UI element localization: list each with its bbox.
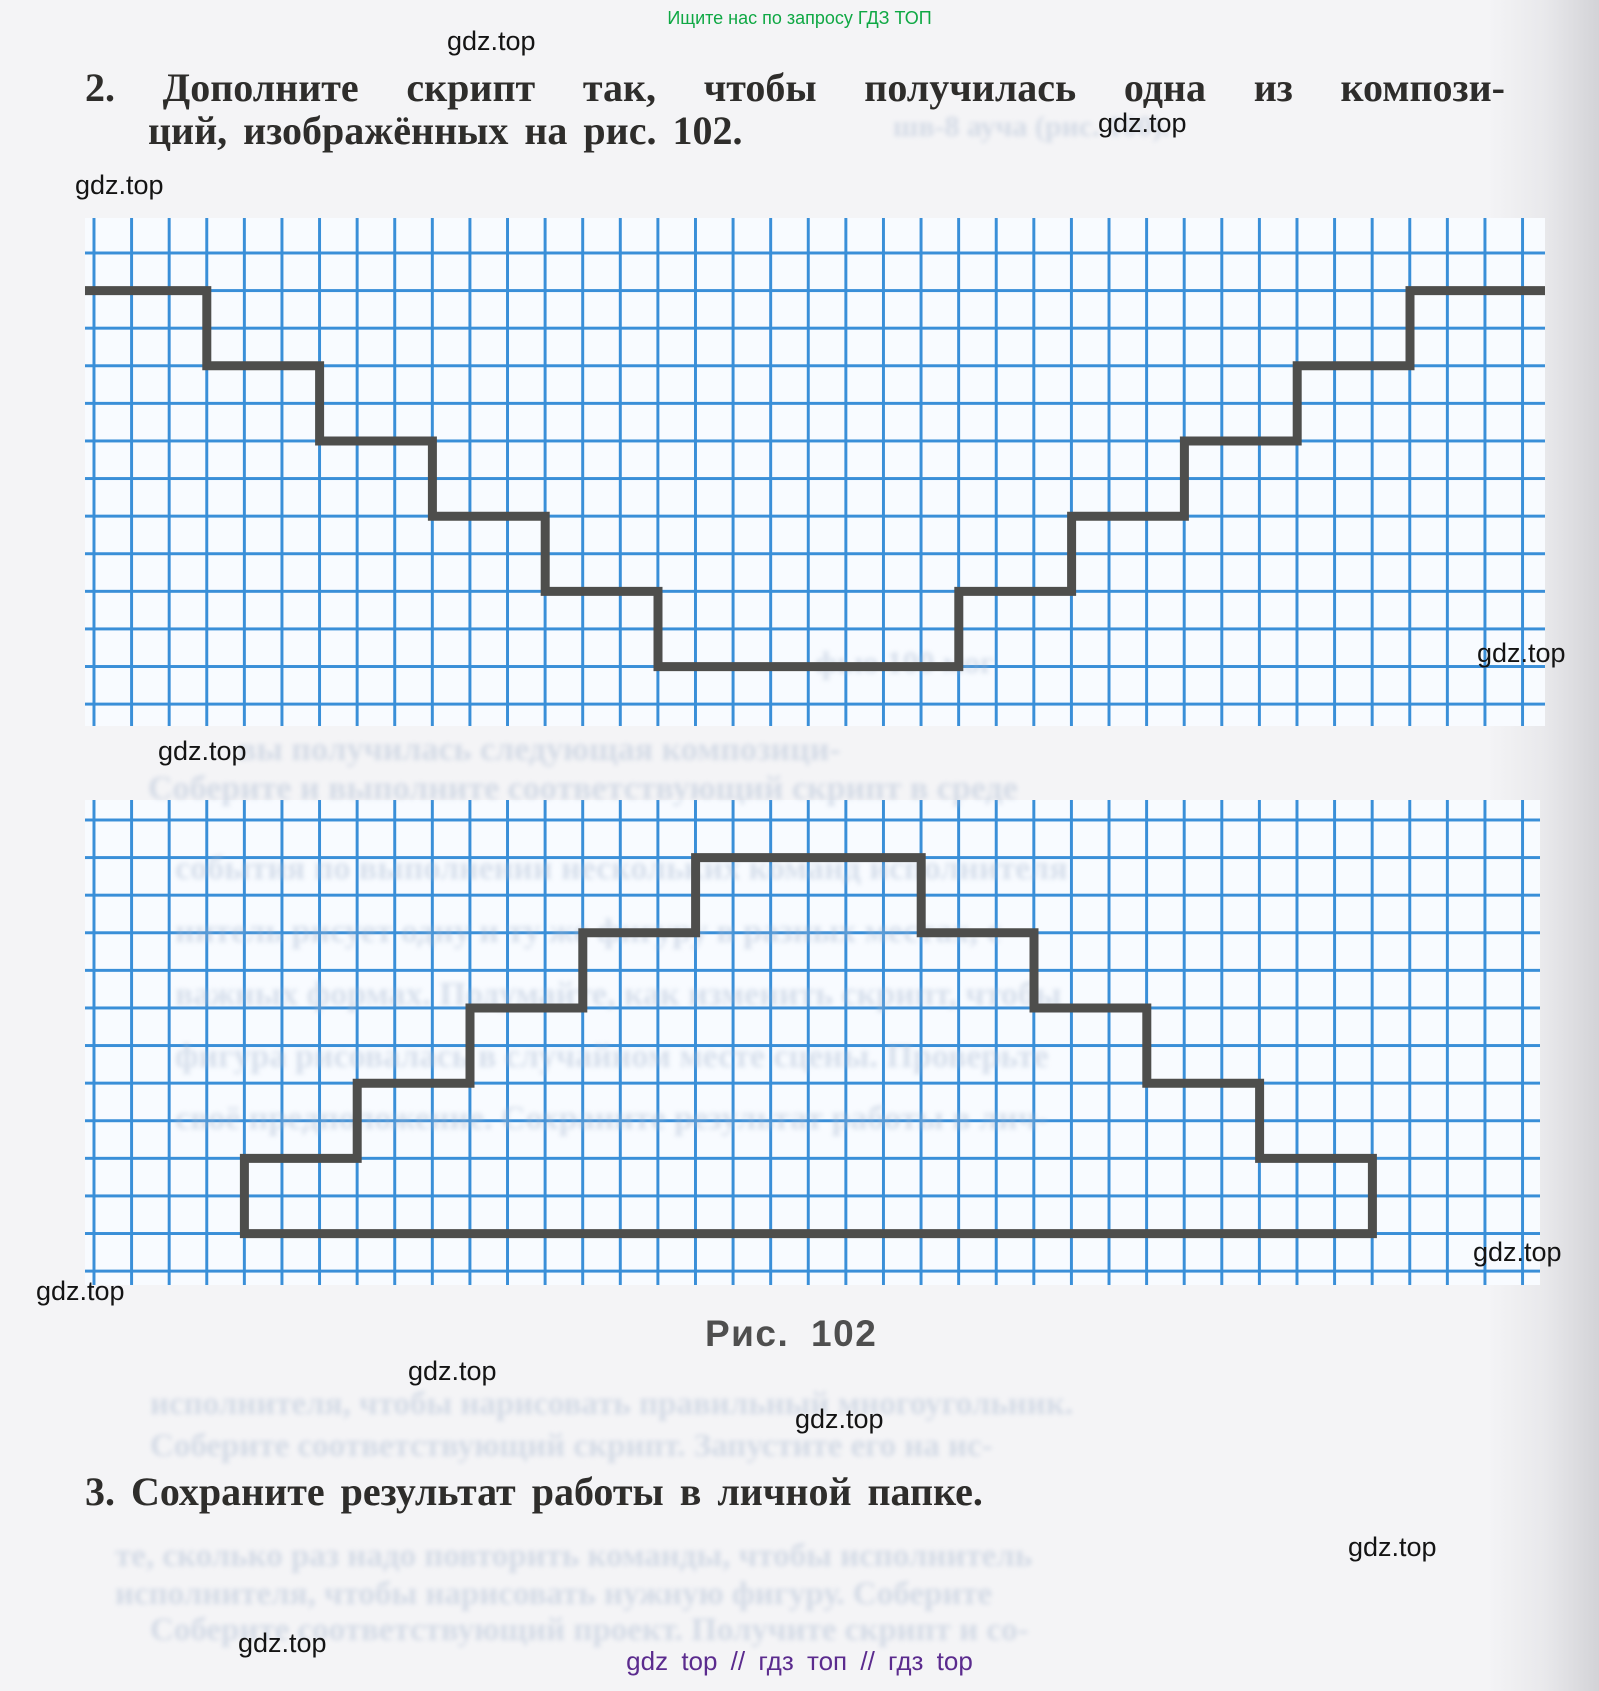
gdz-watermark: gdz.top bbox=[1348, 1532, 1437, 1562]
ghost-text-line: исполнителя, чтобы нарисовать нужную фиг… bbox=[115, 1576, 993, 1612]
gdz-watermark: gdz.top bbox=[1098, 108, 1187, 138]
footer-links-text: gdz top // гдз топ // гдз top bbox=[626, 1646, 973, 1676]
ghost-text-line: вы получилась следующая композици- bbox=[238, 731, 841, 768]
gdz-watermark: gdz.top bbox=[36, 1276, 125, 1306]
ghost-text-line: Соберите соответствующий скрипт. Запусти… bbox=[150, 1428, 993, 1464]
gdz-watermark: gdz.top bbox=[75, 170, 164, 200]
staircase-path bbox=[85, 286, 1545, 672]
graph-paper-bottom bbox=[85, 800, 1540, 1285]
gdz-watermark: gdz.top bbox=[158, 736, 247, 766]
gdz-watermark: gdz.top bbox=[1473, 1237, 1562, 1267]
gdz-watermark: gdz.top bbox=[447, 26, 536, 56]
staircase-figure bbox=[85, 286, 1545, 672]
task-3-line: 3. Сохраните результат работы в личной п… bbox=[85, 1469, 983, 1514]
figure-caption: Рис. 102 bbox=[705, 1313, 878, 1354]
stepped-pyramid-figure bbox=[239, 853, 1377, 1239]
gdz-watermark: gdz.top bbox=[408, 1356, 497, 1386]
ghost-text-line: шв-8 ауча (рис. 100). bbox=[893, 110, 1170, 143]
ghost-text-line: исполнителя, чтобы нарисовать правильный… bbox=[150, 1386, 1074, 1422]
ghost-text-line: важных формах. Подумайте, как изменить с… bbox=[175, 976, 1062, 1013]
gdz-watermark: gdz.top bbox=[795, 1404, 884, 1434]
gdz-watermark: gdz.top bbox=[1477, 638, 1566, 668]
graph-paper-top bbox=[85, 218, 1545, 726]
task-2-line-2: ций, изображённых на рис. 102. bbox=[148, 108, 743, 153]
gdz-watermark: gdz.top bbox=[238, 1628, 327, 1658]
ghost-text-line: своё предположение. Сохраните результат … bbox=[175, 1100, 1049, 1137]
stepped-pyramid-path bbox=[239, 853, 1377, 1239]
ghost-text-line: Соберите соответствующий проект. Получит… bbox=[150, 1612, 1029, 1648]
task-2-line-1: 2. Дополните скрипт так, чтобы получилас… bbox=[85, 65, 1505, 110]
ghost-text-line: те, сколько раз надо повторить команды, … bbox=[115, 1538, 1033, 1574]
ghost-text-line: фигура рисовалась в случайном месте сцен… bbox=[175, 1038, 1049, 1075]
ghost-text-line: Соберите и выполните соответствующий скр… bbox=[148, 770, 1018, 807]
ghost-text-line: фью 100 мог bbox=[815, 644, 995, 680]
promo-header-text: Ищите нас по запросу ГДЗ ТОП bbox=[667, 8, 932, 28]
